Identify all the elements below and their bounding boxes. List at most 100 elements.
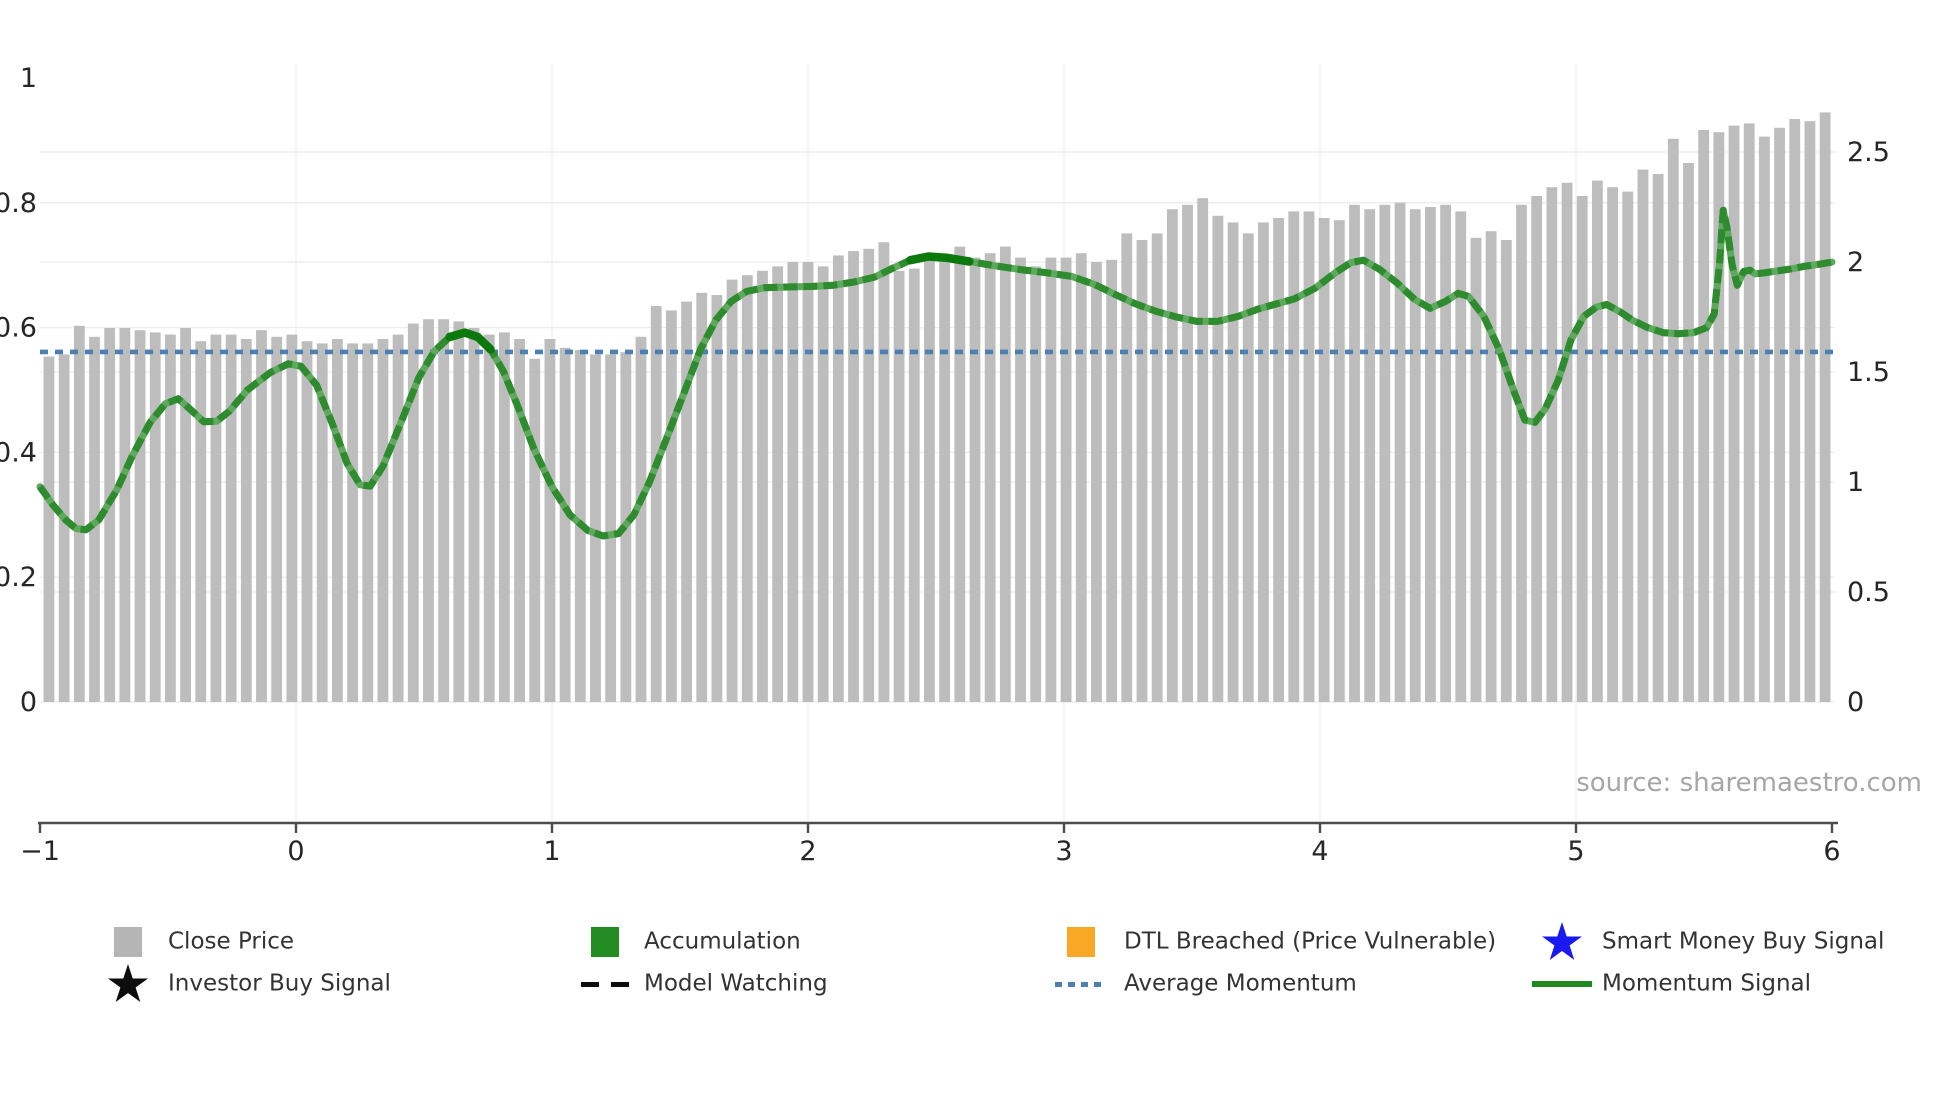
close-price-bar [331, 339, 343, 702]
close-price-bar [256, 330, 267, 702]
close-price-bar [1758, 136, 1770, 703]
close-price-bar [392, 334, 404, 702]
close-price-bar [999, 246, 1011, 702]
close-price-bar [286, 334, 298, 702]
close-price-bar [878, 242, 890, 702]
close-price-bar [1364, 209, 1376, 702]
close-price-bar [271, 336, 283, 702]
close-price-bar [104, 328, 116, 702]
close-price-bar [1667, 138, 1679, 703]
close-price-bar [1166, 209, 1178, 702]
legend-label-dtl-breached-price-vulnerable: DTL Breached (Price Vulnerable) [1124, 928, 1497, 955]
left-y-tick-label: 0.2 [0, 562, 37, 593]
close-price-bar [1015, 257, 1026, 702]
close-price-bar [1273, 218, 1285, 702]
legend-label-average-momentum: Average Momentum [1124, 970, 1357, 997]
close-price-bar [939, 257, 951, 702]
close-price-bar [1091, 262, 1102, 702]
close-price-bar [711, 295, 723, 702]
close-price-bar [347, 343, 358, 702]
close-price-bar [423, 319, 434, 702]
x-tick-label: −1 [20, 836, 60, 867]
right-y-tick-label: 2.5 [1847, 137, 1890, 168]
close-price-bar [1683, 163, 1694, 702]
source-attribution: source: sharemaestro.com [1576, 768, 1922, 798]
close-price-marker-square [114, 927, 142, 957]
close-price-bar [165, 334, 176, 702]
close-price-bar [1622, 191, 1634, 702]
close-price-bar [119, 328, 131, 702]
model-watching-marker-dashes [581, 981, 629, 987]
close-price-bar [240, 339, 252, 702]
close-price-bar [195, 341, 207, 702]
left-y-tick-label: 0.4 [0, 437, 37, 468]
close-price-bar [817, 266, 829, 702]
close-price-bar [210, 334, 222, 702]
accumulation-marker-square [591, 927, 619, 957]
close-price-bar [1242, 233, 1254, 702]
close-price-bar [377, 339, 389, 702]
x-tick-label: 0 [287, 836, 304, 867]
momentum-signal-marker-solid-line [1532, 981, 1592, 987]
close-price-bar [605, 354, 617, 702]
x-tick-label: 2 [799, 836, 816, 867]
right-y-tick-label: 1 [1847, 467, 1864, 498]
x-tick-label: 3 [1055, 836, 1072, 867]
legend-label-investor-buy-signal: Investor Buy Signal [168, 970, 391, 997]
close-price-bar [1743, 123, 1755, 702]
accumulation-segment [445, 328, 495, 354]
close-price-bar [1409, 209, 1421, 702]
close-price-bar [848, 251, 859, 702]
close-price-bar [1485, 231, 1497, 702]
close-price-bar [969, 257, 981, 702]
close-price-bar [1607, 187, 1618, 702]
close-price-bar [757, 270, 768, 702]
close-price-bar [1333, 220, 1345, 702]
close-price-bar [1470, 237, 1482, 703]
close-price-bar [1212, 215, 1224, 703]
legend-label-momentum-signal: Momentum Signal [1602, 970, 1812, 997]
close-price-bar [1060, 257, 1072, 702]
close-price-bar [1121, 233, 1133, 702]
close-price-bar [1804, 121, 1816, 702]
close-price-bar [438, 319, 450, 702]
left-y-tick-label: 1 [20, 63, 37, 94]
close-price-bar [1713, 132, 1725, 702]
accumulation-segment [906, 252, 974, 266]
close-price-bar [1698, 130, 1710, 702]
close-price-bar [559, 347, 571, 702]
close-price-bar [180, 328, 191, 702]
price-momentum-chart: −1 0 1 2 3 4 5 6 1 0.8 0.6 0.4 0.2 0 2.5 2 1.5 1 0.5 0 [0, 63, 1890, 867]
momentum-line [37, 206, 1833, 540]
close-price-bar [832, 255, 844, 702]
close-price-bar [1288, 211, 1300, 702]
close-price-bar [1394, 202, 1406, 702]
close-price-bar [1531, 196, 1543, 702]
close-price-bar [1075, 253, 1087, 702]
close-price-bar [498, 332, 510, 702]
close-price-bar [726, 279, 738, 702]
investor-buy-signal-marker-star-icon [106, 963, 150, 1005]
close-price-bar [1349, 204, 1360, 703]
left-y-tick-label: 0 [20, 687, 37, 718]
close-price-bar [1637, 169, 1649, 703]
close-price-bar [301, 341, 313, 702]
left-y-tick-label: 0.8 [0, 188, 37, 219]
close-price-bar [1789, 119, 1801, 702]
close-price-bar [908, 268, 920, 702]
close-price-bar [1774, 127, 1785, 703]
close-price-bar [1592, 180, 1603, 703]
dtl-breached-price-vulnerable-marker-square [1067, 927, 1095, 957]
close-price-bar [514, 339, 525, 702]
close-price-bar [1516, 204, 1527, 703]
legend-label-accumulation: Accumulation [644, 928, 801, 955]
smart-money-buy-signal-marker-star-icon [1540, 921, 1584, 963]
close-price-bar [1819, 112, 1831, 702]
close-price-bar [483, 334, 495, 702]
close-price-bar [1561, 182, 1573, 703]
close-price-bar [1379, 204, 1391, 703]
close-price-bar [1546, 187, 1558, 702]
legend-label-model-watching: Model Watching [644, 970, 828, 997]
close-price-bar [681, 301, 692, 702]
